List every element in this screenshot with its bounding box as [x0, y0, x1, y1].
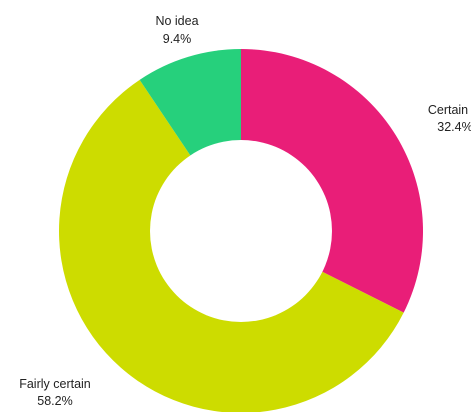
slice-value-no-idea: 9.4%	[163, 32, 192, 46]
slice-label-no-idea: No idea	[155, 14, 198, 28]
donut-hole	[150, 140, 332, 322]
slice-label-fairly-certain: Fairly certain	[19, 377, 91, 391]
slice-value-fairly-certain: 58.2%	[37, 394, 72, 408]
slice-value-certain: 32.4%	[437, 120, 471, 134]
slice-labels: Certain 32.4% Fairly certain 58.2% No id…	[19, 14, 471, 408]
slice-label-certain: Certain	[428, 103, 468, 117]
